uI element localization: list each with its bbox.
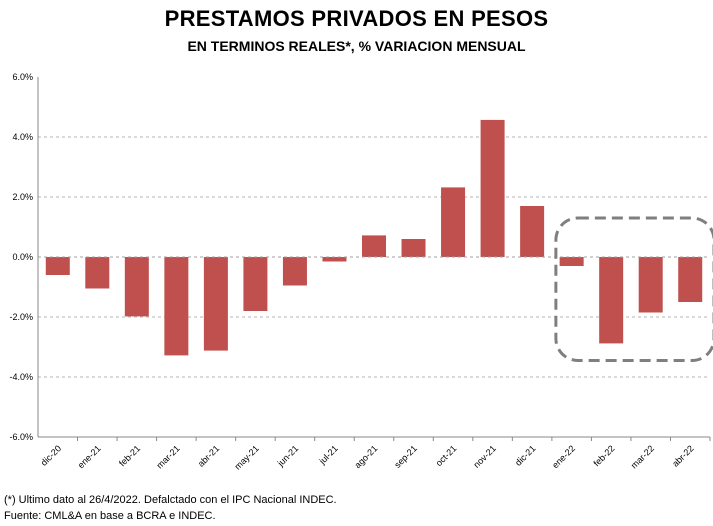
source-note: Fuente: CML&A en base a BCRA e INDEC. [4, 510, 216, 522]
bar [480, 119, 505, 258]
bar [599, 257, 624, 344]
x-tick-label: abr-21 [196, 443, 221, 468]
bar [520, 206, 545, 257]
bar [282, 257, 307, 286]
x-tick-label: sep-21 [392, 443, 419, 470]
y-tick-label: 2.0% [12, 192, 33, 202]
x-tick-label: jun-21 [275, 443, 300, 468]
bar [45, 257, 70, 275]
x-tick-label: ene-21 [76, 443, 103, 470]
x-tick-label: feb-22 [591, 443, 616, 468]
chart-title: PRESTAMOS PRIVADOS EN PESOS [164, 6, 549, 31]
bar [164, 257, 189, 356]
x-tick-label: mar-22 [629, 443, 656, 470]
y-tick-label: 4.0% [12, 132, 33, 142]
chart-subtitle: EN TERMINOS REALES*, % VARIACION MENSUAL [187, 38, 526, 54]
bar [362, 235, 386, 257]
x-tick-label: feb-21 [117, 443, 142, 468]
y-tick-label: 0.0% [12, 252, 33, 262]
x-tick-label: jul-21 [317, 443, 340, 466]
bar [559, 257, 584, 266]
bar [441, 187, 466, 257]
bar [85, 257, 110, 289]
bar [401, 239, 426, 257]
y-tick-label: -4.0% [9, 372, 33, 382]
bar [638, 257, 663, 313]
footnote: (*) Ultimo dato al 26/4/2022. Defalctado… [4, 494, 337, 506]
bar [243, 257, 268, 311]
bar [124, 257, 149, 317]
x-tick-label: oct-21 [434, 443, 459, 468]
x-tick-label: mar-21 [155, 443, 182, 470]
y-tick-label: 6.0% [12, 72, 33, 82]
x-tick-label: abr-22 [670, 443, 695, 468]
bar [678, 257, 703, 302]
x-tick-label: ago-21 [353, 443, 380, 470]
highlight-box [554, 216, 713, 362]
x-tick-label: dic-21 [513, 443, 537, 467]
y-tick-label: -2.0% [9, 312, 33, 322]
y-tick-label: -6.0% [9, 432, 33, 442]
x-tick-label: may-21 [233, 443, 261, 471]
bar [322, 257, 347, 262]
bar [203, 257, 228, 351]
x-tick-label: nov-21 [471, 443, 498, 470]
x-tick-label: ene-22 [550, 443, 577, 470]
x-tick-label: dic-20 [39, 443, 63, 467]
